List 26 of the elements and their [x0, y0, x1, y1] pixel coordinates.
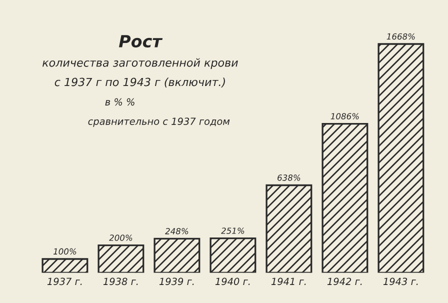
x-tick-label: 1937 г. [47, 278, 82, 286]
bar [266, 184, 312, 273]
annotation: в % % [105, 98, 134, 106]
x-tick-label: 1938 г. [103, 278, 138, 286]
bar [378, 43, 424, 273]
x-tick-label: 1941 г. [271, 278, 306, 286]
bar [98, 244, 144, 273]
data-label: 200% [109, 234, 132, 241]
x-tick-label: 1943 г. [383, 278, 418, 286]
data-label: 1086% [330, 113, 359, 120]
annotation: сравнительно с 1937 годом [88, 118, 230, 127]
data-label: 248% [165, 228, 188, 234]
text: с 1937 г по 1943 г (включит.) [54, 78, 225, 88]
chart-title: Рост [118, 35, 163, 48]
bar [210, 237, 256, 273]
bar [154, 238, 200, 273]
bar [42, 258, 88, 273]
x-tick-label: 1942 г. [327, 278, 362, 286]
x-tick-label: 1940 г. [215, 278, 250, 286]
data-label: 638% [278, 174, 300, 181]
data-label: 251% [221, 228, 244, 234]
data-label: 1668% [386, 33, 415, 40]
data-label: 100% [53, 248, 76, 255]
x-tick-label: 1939 г. [159, 278, 194, 286]
bar [322, 122, 368, 273]
text: количества заготовленной крови [42, 58, 238, 69]
